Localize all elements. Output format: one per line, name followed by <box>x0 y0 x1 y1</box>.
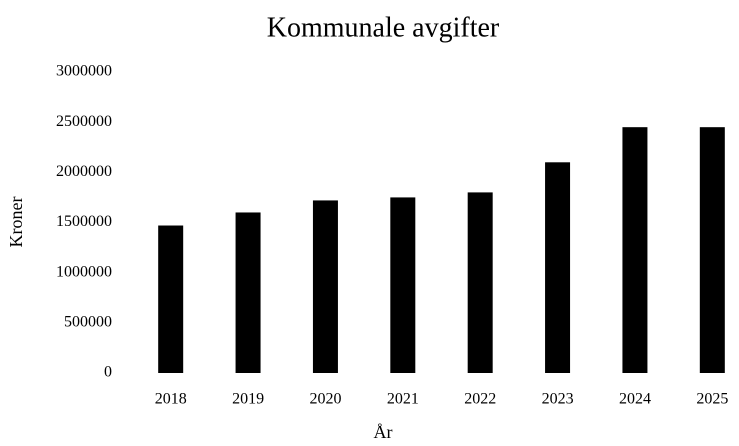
x-tick-label: 2021 <box>387 391 419 408</box>
chart-title: Kommunale avgifter <box>267 12 500 43</box>
bar <box>467 192 493 373</box>
y-tick-label: 1500000 <box>56 213 112 230</box>
x-tick-label: 2022 <box>464 391 496 408</box>
bar <box>312 200 338 373</box>
x-axis-label: År <box>374 422 393 442</box>
x-tick-label: 2025 <box>696 391 728 408</box>
y-tick-label: 3000000 <box>56 63 112 80</box>
bar <box>390 197 416 373</box>
y-tick-label: 2500000 <box>56 113 112 130</box>
y-tick-label: 2000000 <box>56 163 112 180</box>
bar <box>235 212 261 373</box>
bar <box>545 162 571 373</box>
x-tick-label: 2023 <box>542 391 574 408</box>
y-axis-label: Kroner <box>6 197 26 248</box>
x-tick-label: 2020 <box>309 391 341 408</box>
bar <box>622 127 648 373</box>
x-tick-label: 2019 <box>232 391 264 408</box>
y-tick-label: 1000000 <box>56 263 112 280</box>
x-tick-label: 2024 <box>619 391 651 408</box>
x-tick-label: 2018 <box>155 391 187 408</box>
bar <box>699 127 725 373</box>
y-tick-label: 500000 <box>64 314 112 331</box>
bar <box>158 225 184 373</box>
y-tick-label: 0 <box>104 364 112 381</box>
